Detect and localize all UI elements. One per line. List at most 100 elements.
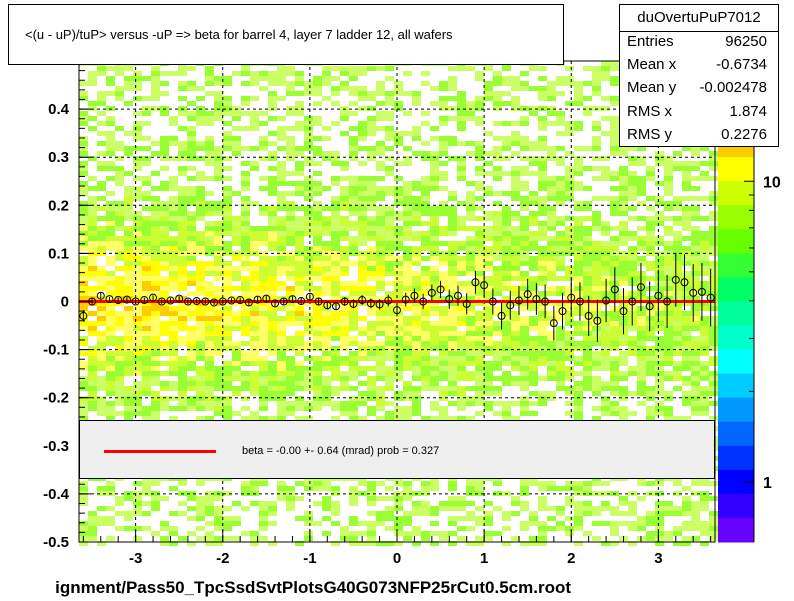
heatmap-cell <box>250 121 259 126</box>
heatmap-cell <box>628 346 637 351</box>
heatmap-cell <box>646 391 655 396</box>
heatmap-cell <box>655 156 664 161</box>
heatmap-cell <box>250 371 259 376</box>
heatmap-cell <box>241 296 250 301</box>
heatmap-cell <box>565 61 574 66</box>
heatmap-cell <box>313 221 322 226</box>
heatmap-cell <box>628 231 637 236</box>
heatmap-cell <box>214 391 223 396</box>
heatmap-cell <box>79 256 88 261</box>
heatmap-cell <box>304 156 313 161</box>
heatmap-cell <box>241 161 250 166</box>
heatmap-cell <box>421 206 430 211</box>
heatmap-cell <box>646 371 655 376</box>
heatmap-cell <box>88 396 97 401</box>
heatmap-cell <box>313 96 322 101</box>
heatmap-cell <box>403 211 412 216</box>
heatmap-cell <box>412 161 421 166</box>
heatmap-cell <box>340 306 349 311</box>
heatmap-cell <box>475 106 484 111</box>
heatmap-cell <box>151 206 160 211</box>
heatmap-cell <box>340 106 349 111</box>
heatmap-cell <box>565 86 574 91</box>
heatmap-cell <box>142 306 151 311</box>
heatmap-cell <box>403 76 412 81</box>
heatmap-cell <box>673 291 682 296</box>
heatmap-cell <box>79 186 88 191</box>
heatmap-cell <box>178 281 187 286</box>
heatmap-cell <box>448 271 457 276</box>
heatmap-cell <box>349 221 358 226</box>
heatmap-cell <box>601 121 610 126</box>
heatmap-cell <box>394 136 403 141</box>
heatmap-cell <box>394 371 403 376</box>
heatmap-cell <box>655 376 664 381</box>
heatmap-cell <box>241 251 250 256</box>
heatmap-cell <box>151 281 160 286</box>
heatmap-cell <box>556 336 565 341</box>
heatmap-cell <box>547 216 556 221</box>
heatmap-cell <box>178 241 187 246</box>
heatmap-cell <box>241 186 250 191</box>
heatmap-cell <box>448 171 457 176</box>
heatmap-cell <box>214 411 223 416</box>
heatmap-cell <box>700 351 709 356</box>
heatmap-cell <box>88 171 97 176</box>
heatmap-cell <box>259 256 268 261</box>
heatmap-cell <box>178 306 187 311</box>
heatmap-cell <box>304 316 313 321</box>
heatmap-cell <box>673 371 682 376</box>
heatmap-cell <box>241 156 250 161</box>
heatmap-cell <box>385 221 394 226</box>
heatmap-cell <box>124 401 133 406</box>
heatmap-cell <box>124 241 133 246</box>
heatmap-cell <box>349 266 358 271</box>
heatmap-cell <box>79 396 88 401</box>
heatmap-cell <box>529 271 538 276</box>
heatmap-cell <box>709 396 718 401</box>
heatmap-cell <box>547 121 556 126</box>
heatmap-cell <box>196 226 205 231</box>
heatmap-cell <box>565 261 574 266</box>
heatmap-cell <box>223 126 232 131</box>
heatmap-cell <box>484 316 493 321</box>
heatmap-cell <box>232 271 241 276</box>
heatmap-cell <box>313 111 322 116</box>
heatmap-cell <box>520 196 529 201</box>
heatmap-cell <box>709 351 718 356</box>
heatmap-cell <box>529 336 538 341</box>
heatmap-cell <box>466 381 475 386</box>
heatmap-cell <box>511 261 520 266</box>
heatmap-cell <box>655 221 664 226</box>
heatmap-cell <box>358 266 367 271</box>
heatmap-cell <box>511 341 520 346</box>
heatmap-cell <box>565 376 574 381</box>
heatmap-cell <box>214 396 223 401</box>
heatmap-cell <box>367 296 376 301</box>
heatmap-cell <box>511 96 520 101</box>
heatmap-cell <box>448 231 457 236</box>
heatmap-cell <box>511 226 520 231</box>
heatmap-cell <box>286 391 295 396</box>
heatmap-cell <box>205 151 214 156</box>
heatmap-cell <box>628 401 637 406</box>
heatmap-cell <box>259 356 268 361</box>
heatmap-cell <box>520 176 529 181</box>
heatmap-cell <box>169 176 178 181</box>
heatmap-cell <box>466 271 475 276</box>
heatmap-cell <box>466 371 475 376</box>
heatmap-cell <box>466 121 475 126</box>
heatmap-cell <box>439 206 448 211</box>
heatmap-cell <box>313 381 322 386</box>
heatmap-cell <box>700 336 709 341</box>
heatmap-cell <box>394 266 403 271</box>
heatmap-cell <box>475 81 484 86</box>
heatmap-cell <box>214 226 223 231</box>
heatmap-cell <box>259 381 268 386</box>
heatmap-cell <box>601 201 610 206</box>
heatmap-cell <box>88 176 97 181</box>
heatmap-cell <box>511 176 520 181</box>
heatmap-cell <box>349 286 358 291</box>
heatmap-cell <box>484 231 493 236</box>
heatmap-cell <box>547 76 556 81</box>
